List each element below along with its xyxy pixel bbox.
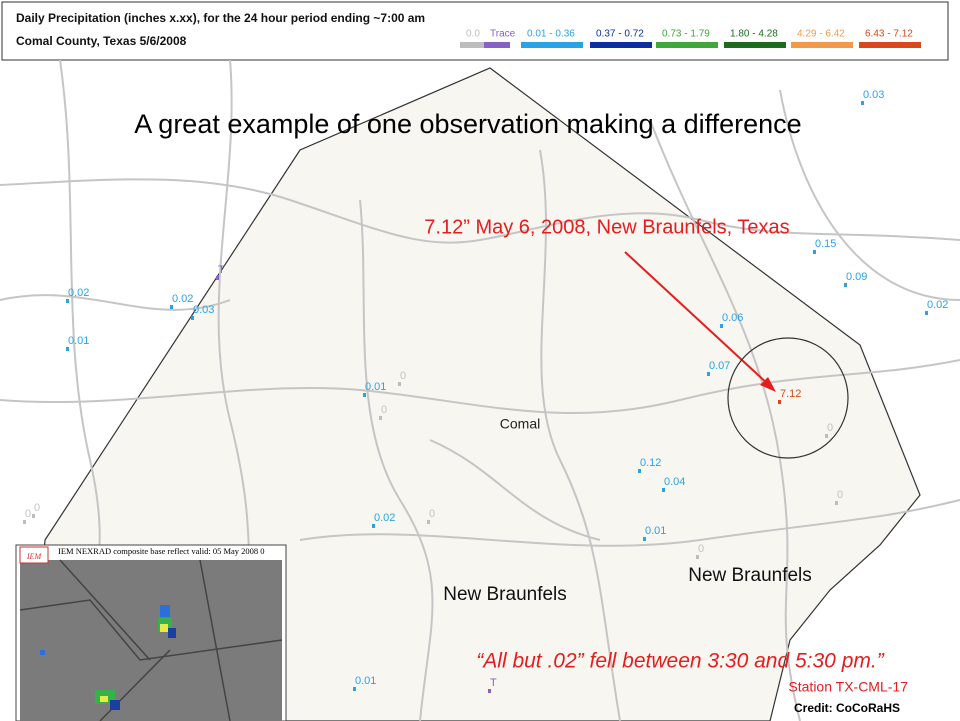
station-marker — [66, 299, 69, 303]
station-marker — [825, 434, 828, 438]
station-marker — [32, 514, 35, 518]
quote: “All but .02” fell between 3:30 and 5:30… — [476, 650, 884, 673]
station-value: 0 — [827, 422, 833, 434]
station-value: T — [218, 264, 225, 276]
station-marker — [488, 689, 491, 693]
station-marker — [216, 276, 219, 280]
station-marker — [372, 524, 375, 528]
station-value: 0.01 — [68, 335, 89, 347]
station-marker — [353, 687, 356, 691]
station-marker — [813, 250, 816, 254]
legend-label: 0.01 - 0.36 — [527, 29, 575, 40]
station-marker — [379, 416, 382, 420]
station-value: 0 — [400, 370, 406, 382]
station-id: Station TX-CML-17 — [788, 679, 908, 695]
annotation: 7.12” May 6, 2008, New Braunfels, Texas — [424, 216, 789, 238]
station-marker — [643, 537, 646, 541]
station-value: 0.02 — [374, 512, 395, 524]
station-value: 0 — [698, 543, 704, 555]
station-value: T — [490, 677, 497, 689]
legend-label: 0.0 — [466, 29, 480, 40]
legend-label: Trace — [490, 29, 516, 40]
station-marker — [844, 283, 847, 287]
station-value: 0.06 — [722, 312, 743, 324]
legend-swatch — [859, 42, 921, 48]
headline: A great example of one observation makin… — [134, 109, 801, 139]
station-marker — [696, 555, 699, 559]
station-marker — [925, 311, 928, 315]
place-label: Comal — [500, 416, 540, 432]
station-value: 0 — [429, 508, 435, 520]
legend-swatch — [791, 42, 853, 48]
legend: 0.0 Trace 0.01 - 0.36 0.37 - 0.72 0.73 - 1.7… — [460, 29, 921, 48]
legend-swatch — [521, 42, 583, 48]
station-marker — [720, 324, 723, 328]
station-marker — [778, 400, 781, 404]
highlight-circle — [727, 337, 849, 459]
station-marker — [66, 347, 69, 351]
legend-swatch — [656, 42, 718, 48]
station-value: 0.01 — [355, 675, 376, 687]
legend-swatch — [590, 42, 652, 48]
legend-label: 0.37 - 0.72 — [596, 29, 644, 40]
inset-logo: IEM — [26, 552, 43, 561]
legend-swatch — [724, 42, 786, 48]
station-marker — [662, 488, 665, 492]
inset-logo-box — [19, 546, 49, 564]
station-value: 7.12 — [780, 388, 801, 400]
credit: Credit: CoCoRaHS — [794, 701, 900, 715]
station-value: 0.02 — [927, 299, 948, 311]
station-value: 0.04 — [664, 476, 685, 488]
inset-caption: IEM NEXRAD composite base reflect valid:… — [58, 546, 265, 556]
arrow-head — [760, 377, 776, 392]
legend-swatch — [460, 42, 486, 48]
station-value: 0.15 — [815, 238, 836, 250]
radar-echo — [40, 605, 176, 710]
station-marker — [363, 393, 366, 397]
station-value: 0 — [837, 489, 843, 501]
header-subtitle: Comal County, Texas 5/6/2008 — [16, 34, 187, 48]
station-value: 0.07 — [709, 360, 730, 372]
station-value: 0.01 — [645, 525, 666, 537]
inset-map — [20, 560, 282, 721]
header-title: Daily Precipitation (inches x.xx), for t… — [16, 11, 425, 25]
station-marker — [835, 501, 838, 505]
station-value: 0 — [25, 508, 31, 520]
legend-label: 1.80 - 4.28 — [730, 29, 778, 40]
legend-label: 0.73 - 1.79 — [662, 29, 710, 40]
station-marker — [23, 520, 26, 524]
annotation-arrow — [624, 251, 771, 387]
station-value: 0 — [34, 502, 40, 514]
station-value: 0.01 — [365, 381, 386, 393]
station-marker — [398, 382, 401, 386]
station-value: 0.12 — [640, 457, 661, 469]
legend-swatch — [484, 42, 510, 48]
station-value: 0.03 — [193, 304, 214, 316]
station-marker — [170, 305, 173, 309]
radar-inset: IEM IEM NEXRAD composite base reflect va… — [15, 544, 287, 721]
legend-label: 6.43 - 7.12 — [865, 29, 913, 40]
station-value: 0.02 — [68, 287, 89, 299]
station-marker — [707, 372, 710, 376]
station-value: 0.09 — [846, 271, 867, 283]
station-marker — [861, 101, 864, 105]
place-label: New Braunfels — [688, 565, 812, 586]
station-marker — [638, 469, 641, 473]
station-marker — [191, 316, 194, 320]
stations: 0.030.150.090.020.060.077.120.02 0.020.03… — [23, 89, 948, 693]
station-value: 0.03 — [863, 89, 884, 101]
station-value: 0.02 — [172, 293, 193, 305]
place-label: New Braunfels — [443, 584, 567, 605]
station-marker — [427, 520, 430, 524]
legend-label: 4.29 - 6.42 — [797, 29, 845, 40]
header-box — [1, 1, 949, 61]
station-value: 0 — [381, 404, 387, 416]
